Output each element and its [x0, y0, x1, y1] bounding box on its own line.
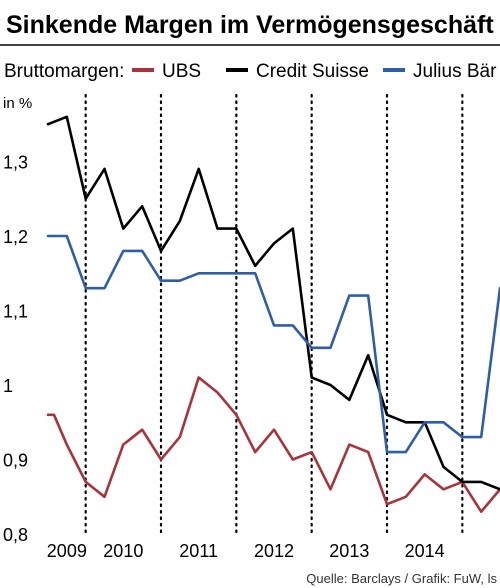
x-tick-label: 2013 [329, 541, 369, 561]
x-tick-label: 2014 [405, 541, 445, 561]
x-tick-label: 2011 [179, 541, 218, 561]
y-axis-unit-label: in % [3, 95, 32, 112]
legend-label: Credit Suisse [256, 61, 369, 82]
plot-area: 0,8 0,9 1 1,1 1,2 1,3 2009 2010 2011 2012 2013 201… [3, 93, 500, 561]
y-tick-label: 1 [3, 376, 13, 396]
legend-label: Julius Bär [413, 61, 497, 82]
series-line-julius-b-r [46, 234, 500, 454]
y-tick-label: 0,8 [3, 525, 28, 545]
legend-title: Bruttomargen: [4, 61, 124, 82]
series-line-ubs [46, 376, 500, 514]
chart-title: Sinkende Margen im Vermögensgeschäft [6, 11, 494, 39]
y-tick-label: 1,2 [3, 227, 28, 247]
y-tick-label: 0,9 [3, 451, 28, 471]
legend-label: UBS [162, 61, 201, 82]
x-tick-label: 2012 [254, 541, 294, 561]
x-tick-label: 2010 [103, 541, 143, 561]
series-line-credit-suisse [46, 115, 500, 491]
y-tick-label: 1,3 [3, 153, 28, 173]
y-tick-label: 1,1 [3, 302, 28, 322]
legend: Bruttomargen: UBS Credit Suisse Julius Bär [4, 61, 497, 82]
source-note: Quelle: Barclays / Grafik: FuW, ls [306, 571, 497, 586]
x-tick-label: 2009 [47, 541, 87, 561]
